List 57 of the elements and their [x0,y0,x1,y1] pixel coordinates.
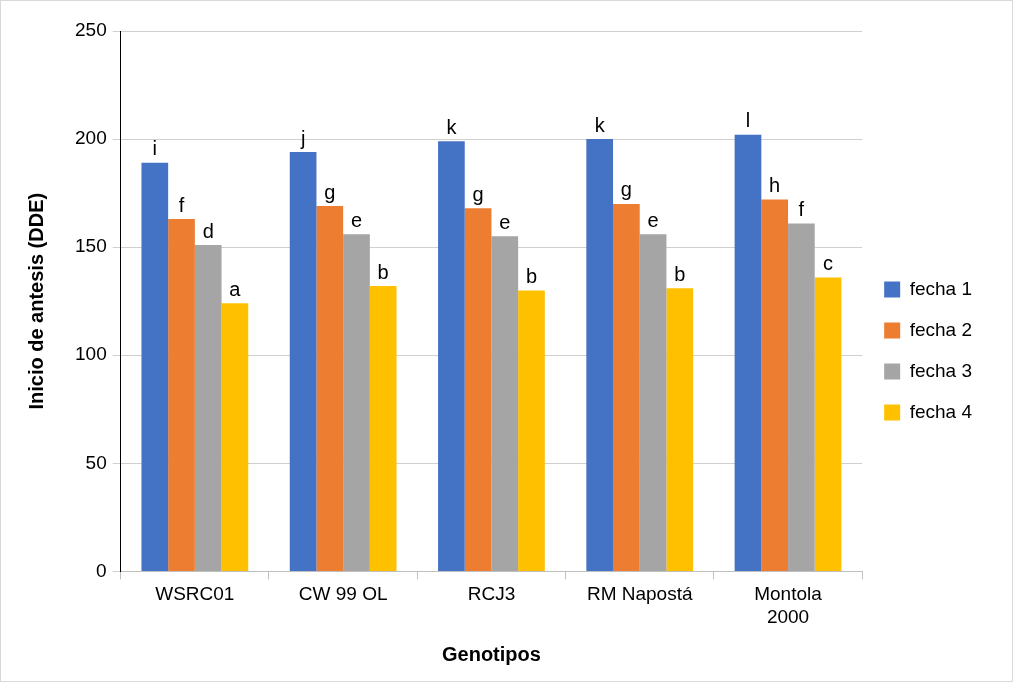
data-label: l [745,109,751,132]
y-tick-label: 200 [75,127,107,149]
bar [194,245,222,571]
bar [613,203,640,571]
bar [168,219,195,571]
y-axis-title: Inicio de antesis (DDE) [24,192,47,410]
bar [289,152,317,571]
bar [491,236,519,571]
bar [666,288,694,571]
x-tick-label: RCJ3 [467,583,516,605]
bar [369,286,397,571]
data-label: e [499,210,511,233]
x-tick-label: WSRC01 [155,583,235,605]
y-tick-label: 250 [75,19,107,41]
bar [343,234,370,571]
bar [734,134,762,571]
bar [518,290,545,571]
bar [586,139,614,571]
bar [464,208,492,571]
bar [761,199,789,571]
data-label: d [202,219,214,242]
data-label: h [769,174,781,197]
legend-label: fecha 1 [909,277,972,299]
data-label: b [377,260,389,283]
data-label: a [229,277,242,300]
data-label: f [798,197,805,220]
data-label: b [674,262,686,285]
data-label: g [472,182,484,205]
data-label: c [823,251,834,274]
x-tick-label: Montola 2000 [754,583,823,627]
y-tick-label: 50 [85,451,107,473]
bar [814,277,842,571]
y-tick-label: 0 [96,559,107,581]
data-label: j [299,126,306,149]
data-label: e [350,208,363,231]
x-axis-title: Genotipos [441,642,541,665]
x-tick-label: CW 99 OL [298,583,388,605]
bar [316,206,344,571]
bar [141,162,169,571]
legend-label: fecha 4 [909,400,973,422]
bar [221,303,249,571]
bar [788,223,815,571]
data-label: i [152,137,158,160]
y-tick-label: 150 [75,235,107,257]
data-label: g [324,180,336,203]
y-tick-label: 100 [75,343,107,365]
legend-label: fecha 3 [909,359,972,381]
bar [639,234,667,571]
legend-label: fecha 2 [909,318,972,340]
data-label: k [446,115,458,138]
data-label: b [525,264,538,287]
data-label: f [178,193,185,216]
data-label: g [620,178,632,201]
data-label: e [647,208,659,231]
x-tick-label: RM Napostá [586,583,693,605]
data-label: k [594,113,606,136]
bar [438,141,465,571]
